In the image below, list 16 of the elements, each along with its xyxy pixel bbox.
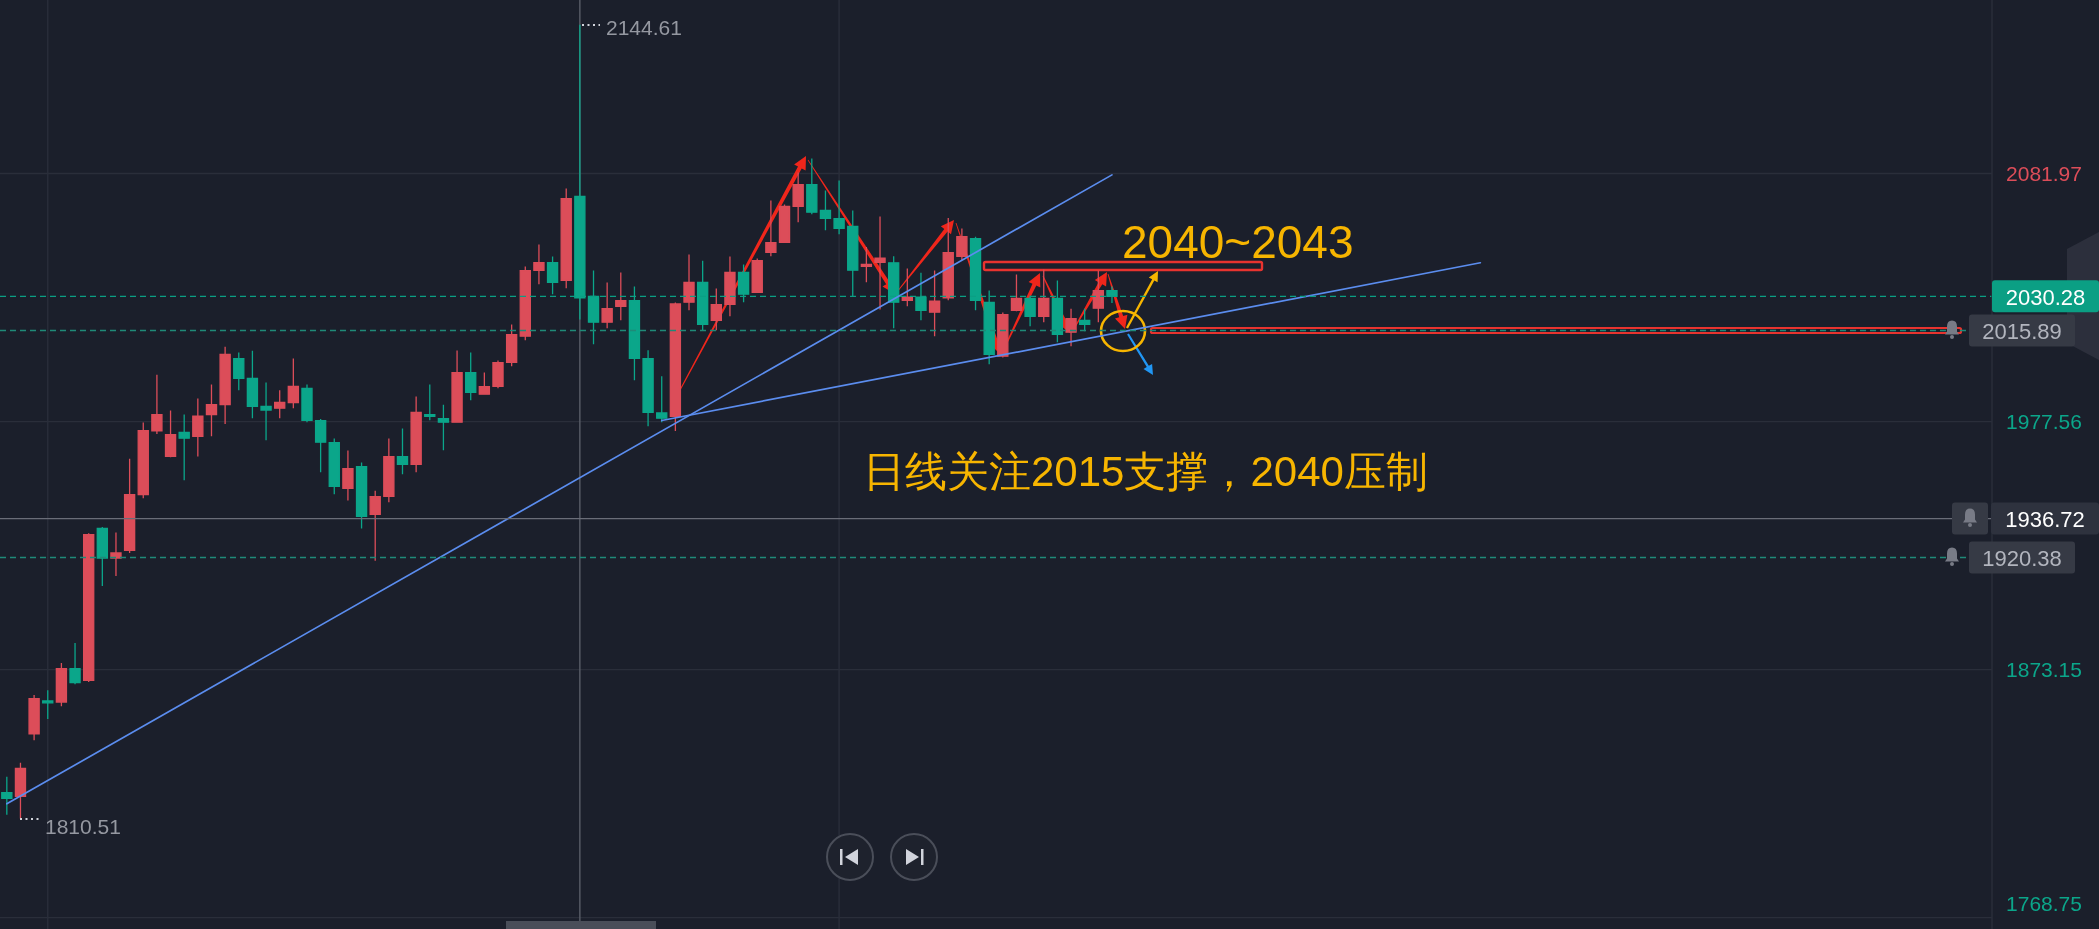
- ref-line-label: 2015.89: [1982, 319, 2062, 345]
- y-tick-label: 1768.75: [2006, 891, 2082, 915]
- ref-line-label: 2030.28: [1992, 280, 2099, 313]
- y-tick-label: 2081.97: [2006, 162, 2082, 185]
- ref-line-label: 1936.72: [1991, 502, 2099, 535]
- annotation: 2040~2043: [1122, 216, 1354, 268]
- annotation: 日线关注2015支撑，2040压制: [863, 448, 1428, 495]
- ref-line-label: 2015.89: [1969, 314, 2075, 347]
- ref-line-label: 1920.38: [1969, 541, 2075, 574]
- ref-line-label: 2030.28: [2005, 284, 2086, 310]
- y-tick-label: 1873.15: [2006, 658, 2082, 682]
- annotation: 2144.61: [606, 16, 682, 39]
- ref-line-label: 1936.72: [2005, 507, 2085, 533]
- annotation: 1810.51: [45, 815, 121, 838]
- ref-line-label: 1920.38: [1982, 545, 2062, 571]
- y-tick-label: 1977.56: [2006, 410, 2082, 434]
